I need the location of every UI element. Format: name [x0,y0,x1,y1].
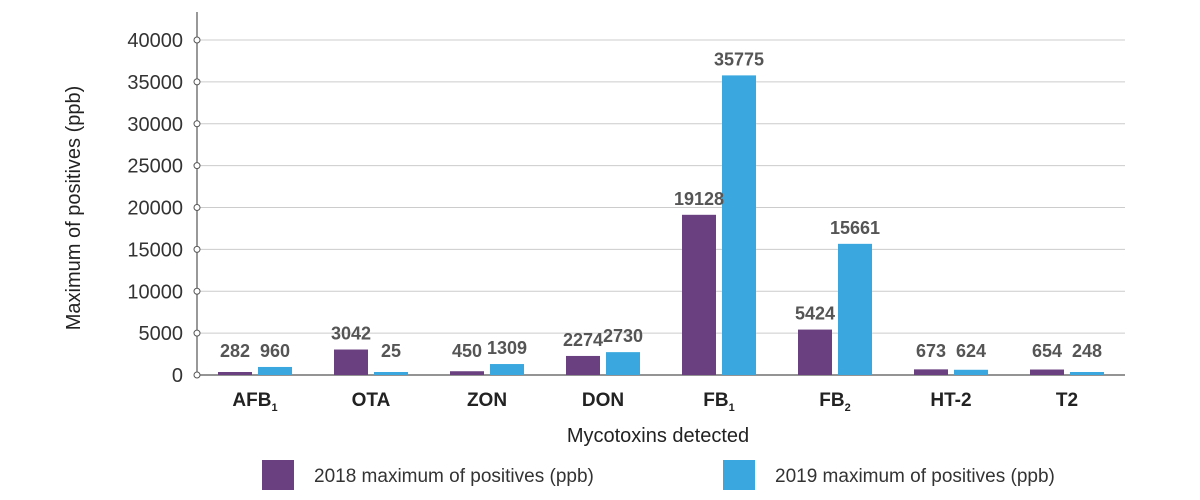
data-labels: 282 960 3042 25 450 1309 2274 2730 19128 35775 542… [220,49,1102,361]
data-label: 2274 [563,330,603,350]
y-tick-label: 40000 [127,30,183,52]
legend-swatch-2019 [723,460,755,490]
x-tick-label: T2 [1056,390,1078,411]
x-tick-label: FB2 [819,390,850,414]
data-label: 624 [956,341,986,361]
x-tick-label: OTA [352,390,391,411]
x-tick-label: ZON [467,390,507,411]
y-tick-label: 35000 [127,72,183,94]
x-tick-label: AFB1 [232,390,277,414]
data-label: 5424 [795,304,835,324]
legend-swatch-2018 [262,460,294,490]
y-tick-marker [193,78,201,86]
y-tick-marker [193,120,201,128]
y-axis: 0 5000 10000 15000 20000 25000 30000 35000 40000 [127,12,1125,387]
bar-2019 [490,364,524,375]
legend-label-2018: 2018 maximum of positives (ppb) [314,466,594,487]
data-label: 1309 [487,338,527,358]
bar-2018 [218,372,252,375]
bar-2018 [566,355,600,375]
bar-2019 [722,75,756,376]
x-axis-categories: AFB1 OTA ZON DON FB1 FB2 HT-2 T2 [232,390,1078,414]
gridlines [197,39,1125,334]
y-tick-marker [193,329,201,337]
bar-2018 [334,349,368,375]
x-axis-title: Mycotoxins detected [567,425,749,447]
data-label: 282 [220,341,250,361]
bar-2019 [606,352,640,375]
y-tick-label: 25000 [127,156,183,178]
bar-2019 [258,366,292,375]
y-tick-marker [193,371,201,379]
data-label: 25 [381,341,401,361]
bar-2019 [954,369,988,375]
y-axis-title: Maximum of positives (ppb) [63,86,85,331]
data-label: 960 [260,341,290,361]
bar-2019 [838,243,872,375]
y-tick-marker [193,287,201,295]
y-tick-marker [193,204,201,211]
data-label: 2730 [603,326,643,346]
data-label: 3042 [331,324,371,344]
y-tick-label: 5000 [139,323,184,345]
x-tick-label: DON [582,390,624,411]
y-tick-marker [193,162,201,170]
bar-2018 [682,214,716,375]
data-label: 673 [916,341,946,361]
legend: 2018 maximum of positives (ppb) 2019 maxi… [262,460,1055,490]
x-tick-label: HT-2 [930,390,971,411]
y-tick-label: 20000 [127,198,183,220]
bar-2019 [1070,372,1104,375]
bars [218,75,1104,376]
legend-label-2019: 2019 maximum of positives (ppb) [775,466,1055,487]
y-tick-label: 15000 [127,239,183,261]
y-tick-label: 10000 [127,281,183,303]
y-tick-label: 0 [172,365,183,387]
y-tick-marker [193,245,201,253]
data-label: 15661 [830,218,880,238]
bar-2018 [798,329,832,375]
y-tick-label: 30000 [127,114,183,136]
y-tick-marker [193,36,201,44]
bar-2018 [1030,369,1064,375]
data-label: 450 [452,341,482,361]
bar-2019 [374,372,408,375]
data-label: 35775 [714,49,764,69]
data-label: 19128 [674,189,724,209]
x-tick-label: FB1 [703,390,734,414]
bar-2018 [450,371,484,375]
data-label: 654 [1032,341,1062,361]
bar-2018 [914,369,948,375]
data-label: 248 [1072,341,1102,361]
